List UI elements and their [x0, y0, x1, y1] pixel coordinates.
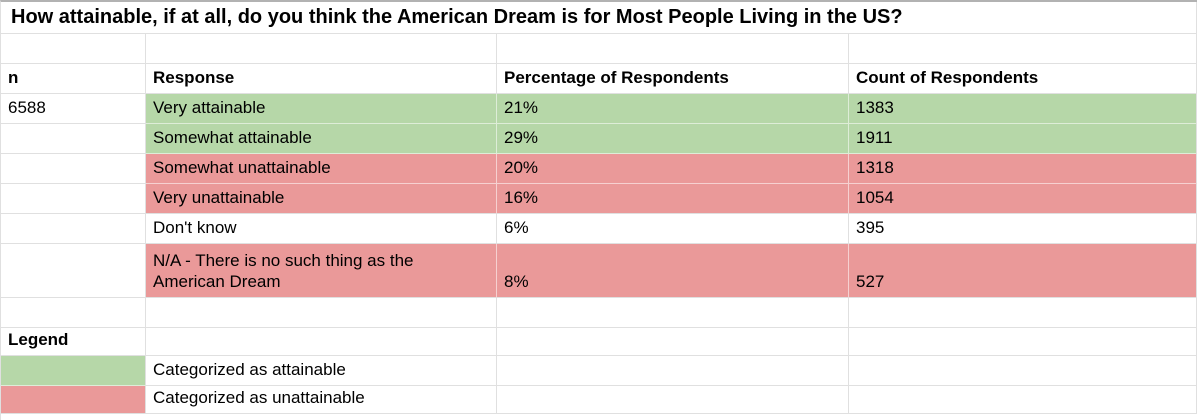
- cell-response[interactable]: Somewhat attainable: [146, 124, 497, 154]
- empty-cell[interactable]: [497, 298, 849, 328]
- legend-row: Categorized as unattainable: [1, 386, 1197, 414]
- header-count[interactable]: Count of Respondents: [849, 64, 1197, 94]
- empty-cell[interactable]: [1, 124, 146, 154]
- cell-response[interactable]: Don't know: [146, 214, 497, 244]
- empty-cell[interactable]: [1, 244, 146, 298]
- cell-response[interactable]: Very attainable: [146, 94, 497, 124]
- cell-percentage[interactable]: 6%: [497, 214, 849, 244]
- cell-percentage[interactable]: 29%: [497, 124, 849, 154]
- empty-cell[interactable]: [497, 356, 849, 386]
- empty-cell[interactable]: [849, 356, 1197, 386]
- table-row: Don't know 6% 395: [1, 214, 1197, 244]
- cell-percentage[interactable]: 16%: [497, 184, 849, 214]
- empty-cell[interactable]: [497, 328, 849, 356]
- partial-next-row: [1, 414, 1197, 420]
- legend-item-label[interactable]: Categorized as unattainable: [146, 386, 497, 414]
- cell-count[interactable]: 1383: [849, 94, 1197, 124]
- table-row: 6588 Very attainable 21% 1383: [1, 94, 1197, 124]
- sheet-title-cell[interactable]: How attainable, if at all, do you think …: [1, 2, 1197, 34]
- legend-item-label[interactable]: Categorized as attainable: [146, 356, 497, 386]
- title-row: How attainable, if at all, do you think …: [1, 2, 1197, 34]
- table-row: Somewhat attainable 29% 1911: [1, 124, 1197, 154]
- empty-cell[interactable]: [1, 34, 146, 64]
- legend-swatch-attainable[interactable]: [1, 356, 146, 386]
- cell-response[interactable]: N/A - There is no such thing as the Amer…: [146, 244, 497, 298]
- cell-count[interactable]: 1318: [849, 154, 1197, 184]
- page-title: How attainable, if at all, do you think …: [11, 6, 903, 28]
- empty-cell[interactable]: [146, 328, 497, 356]
- legend-label-cell[interactable]: Legend: [1, 328, 146, 356]
- empty-row: [1, 34, 1197, 64]
- empty-cell[interactable]: [497, 386, 849, 414]
- header-row: n Response Percentage of Respondents Cou…: [1, 64, 1197, 94]
- empty-cell[interactable]: [849, 386, 1197, 414]
- empty-cell[interactable]: [146, 298, 497, 328]
- cell-count[interactable]: 1911: [849, 124, 1197, 154]
- empty-cell[interactable]: [1, 154, 146, 184]
- cell-percentage[interactable]: 20%: [497, 154, 849, 184]
- cell-percentage[interactable]: 8%: [497, 244, 849, 298]
- empty-cell[interactable]: [849, 298, 1197, 328]
- cell-count[interactable]: 527: [849, 244, 1197, 298]
- table-row: Very unattainable 16% 1054: [1, 184, 1197, 214]
- legend-row: Categorized as attainable: [1, 356, 1197, 386]
- cell-response[interactable]: Very unattainable: [146, 184, 497, 214]
- cell-count[interactable]: 1054: [849, 184, 1197, 214]
- header-n[interactable]: n: [1, 64, 146, 94]
- cell-percentage[interactable]: 21%: [497, 94, 849, 124]
- empty-cell[interactable]: [146, 34, 497, 64]
- header-percentage[interactable]: Percentage of Respondents: [497, 64, 849, 94]
- empty-cell[interactable]: [849, 328, 1197, 356]
- cell-n-value[interactable]: 6588: [1, 94, 146, 124]
- empty-cell[interactable]: [497, 34, 849, 64]
- empty-cell[interactable]: [1, 214, 146, 244]
- empty-cell[interactable]: [1, 298, 146, 328]
- empty-row: [1, 298, 1197, 328]
- empty-cell[interactable]: [1, 184, 146, 214]
- legend-swatch-unattainable[interactable]: [1, 386, 146, 414]
- table-row: Somewhat unattainable 20% 1318: [1, 154, 1197, 184]
- header-response[interactable]: Response: [146, 64, 497, 94]
- legend-header-row: Legend: [1, 328, 1197, 356]
- cell-response[interactable]: Somewhat unattainable: [146, 154, 497, 184]
- cell-count[interactable]: 395: [849, 214, 1197, 244]
- table-row: N/A - There is no such thing as the Amer…: [1, 244, 1197, 298]
- empty-cell[interactable]: [849, 34, 1197, 64]
